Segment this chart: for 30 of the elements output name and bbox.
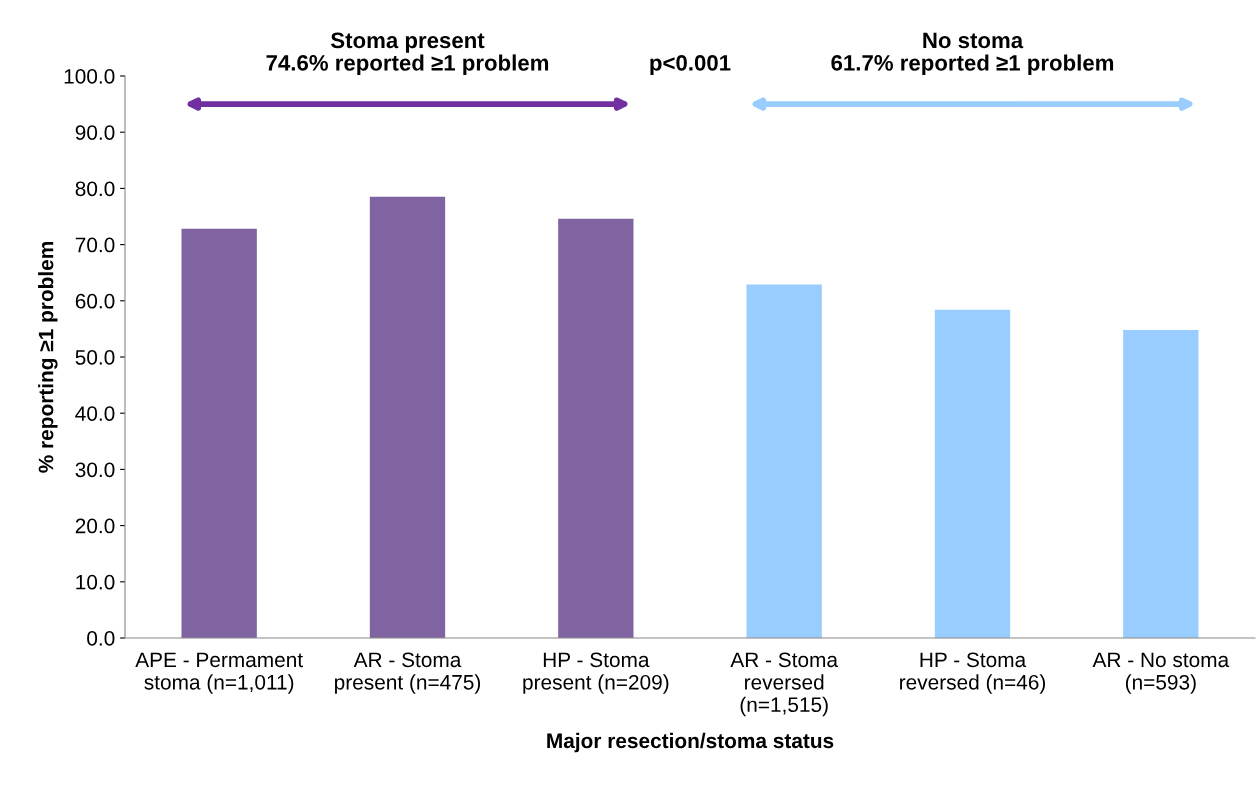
bar [1123, 330, 1199, 638]
text: No stoma [923, 32, 1024, 49]
x-tick-label: AR - No stoma (n=593) [1092, 652, 1230, 694]
y-tick-label: 60.0 [75, 293, 115, 309]
y-tick-label: 100.0 [64, 69, 115, 84]
text: p<0.001 [650, 54, 731, 76]
bar [369, 196, 446, 638]
x-tick-label: AR - Stoma present (n=475) [335, 652, 481, 694]
x-tick-label: HP - Stoma present (n=209) [523, 652, 669, 694]
text: 61.7% reported ≥1 problem [831, 54, 1114, 76]
x-tick-label: APE - Permament stoma (n=1,011) [135, 652, 303, 694]
x-tick-label: AR - Stoma reversed (n=1,515) [730, 652, 838, 717]
y-tick-label: 0.0 [87, 631, 115, 646]
y-tick-label: 30.0 [75, 462, 115, 478]
bar [746, 284, 822, 638]
y-tick-label: 70.0 [75, 237, 115, 253]
text: 74.6% reported ≥1 problem [266, 54, 549, 76]
x-tick-label: HP - Stoma reversed (n=46) [900, 652, 1046, 694]
text: Stoma present [330, 32, 485, 53]
y-tick-label: 10.0 [76, 574, 115, 590]
y-axis-title: % reporting ≥1 problem [38, 242, 58, 473]
y-tick-label: 20.0 [75, 518, 115, 534]
bar [181, 228, 257, 638]
y-tick-label: 90.0 [75, 125, 115, 140]
y-tick-label: 50.0 [75, 350, 115, 365]
y-tick-label: 80.0 [75, 181, 115, 197]
bar [558, 218, 634, 638]
bar [934, 309, 1011, 638]
x-axis-title: Major resection/stoma status [547, 732, 834, 753]
y-tick-label: 40.0 [75, 406, 115, 421]
